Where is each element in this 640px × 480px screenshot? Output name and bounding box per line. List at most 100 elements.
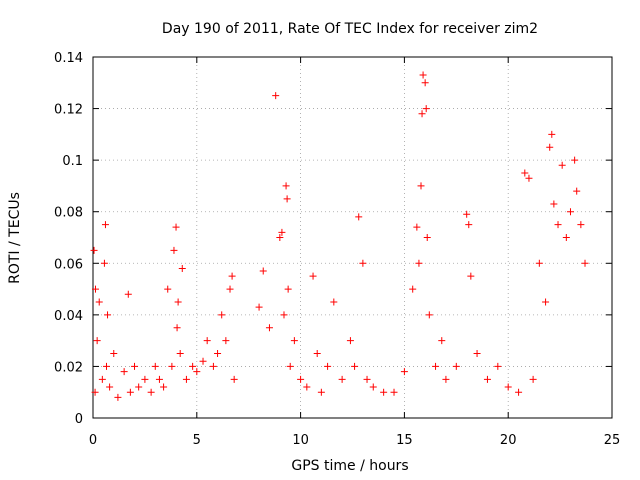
data-point (309, 272, 317, 280)
data-point (442, 375, 450, 383)
data-point (100, 259, 108, 267)
data-point (226, 285, 234, 293)
data-point (147, 388, 155, 396)
data-point (452, 362, 460, 370)
data-point (346, 337, 354, 345)
data-point (438, 337, 446, 345)
data-point (542, 298, 550, 306)
y-tick-label: 0.1 (62, 154, 83, 169)
data-point (465, 221, 473, 229)
data-point (380, 388, 388, 396)
y-tick-label: 0.04 (54, 309, 83, 324)
data-point (272, 92, 280, 100)
data-point (278, 228, 286, 236)
data-point (218, 311, 226, 319)
data-point (131, 362, 139, 370)
data-point (230, 375, 238, 383)
data-point (168, 362, 176, 370)
data-point (104, 311, 112, 319)
data-point (581, 259, 589, 267)
data-point (101, 221, 109, 229)
data-point (93, 337, 101, 345)
data-point (418, 110, 426, 118)
data-point (135, 383, 143, 391)
data-point (550, 200, 558, 208)
data-point (573, 187, 581, 195)
data-point (548, 130, 556, 138)
data-point (209, 362, 217, 370)
x-axis-label: GPS time / hours (291, 458, 408, 474)
data-point (463, 210, 471, 218)
data-point (182, 375, 190, 383)
data-point (415, 259, 423, 267)
y-tick-label: 0 (75, 412, 83, 427)
data-point (423, 234, 431, 241)
data-point (173, 324, 181, 332)
data-point (126, 388, 134, 396)
data-point (259, 267, 267, 275)
y-tick-label: 0.06 (54, 257, 83, 272)
x-tick-label: 10 (292, 433, 309, 448)
data-point (359, 259, 367, 267)
data-point (91, 388, 99, 396)
data-point (355, 213, 363, 221)
data-point (102, 362, 110, 370)
y-axis-label: ROTI / TECUs (7, 192, 23, 284)
x-tick-label: 5 (193, 433, 201, 448)
data-point (203, 337, 211, 345)
data-point (303, 383, 311, 391)
data-point (255, 303, 263, 311)
data-point (338, 375, 346, 383)
chart-title: Day 190 of 2011, Rate Of TEC Index for r… (162, 21, 538, 37)
data-point (525, 174, 533, 182)
data-points (90, 71, 589, 401)
y-tick-label: 0.14 (54, 51, 83, 66)
data-point (554, 221, 562, 229)
x-tick-label: 25 (604, 433, 621, 448)
data-point (535, 259, 543, 267)
y-tick-label: 0.08 (54, 206, 83, 221)
data-point (317, 388, 325, 396)
data-point (199, 357, 207, 365)
data-point (91, 285, 99, 293)
data-point (546, 143, 554, 151)
data-point (189, 362, 197, 370)
data-point (172, 223, 180, 231)
data-point (432, 362, 440, 370)
data-point (110, 350, 118, 358)
data-point (566, 208, 574, 216)
data-point (265, 324, 273, 332)
data-point (419, 71, 427, 79)
data-point (529, 375, 537, 383)
x-tick-label: 0 (89, 433, 97, 448)
data-point (124, 290, 132, 298)
data-point (521, 169, 529, 177)
data-point (483, 375, 491, 383)
data-point (571, 156, 579, 164)
data-point (283, 195, 291, 203)
data-point (413, 223, 421, 231)
x-tick-label: 20 (500, 433, 517, 448)
data-point (363, 375, 371, 383)
data-point (562, 234, 570, 241)
data-point (558, 161, 566, 169)
data-point (286, 362, 294, 370)
data-point (141, 375, 149, 383)
data-point (164, 285, 172, 293)
data-point (280, 311, 288, 319)
data-point (351, 362, 359, 370)
data-point (409, 285, 417, 293)
x-tick-label: 15 (396, 433, 413, 448)
data-point (330, 298, 338, 306)
data-point (504, 383, 512, 391)
y-tick-label: 0.12 (54, 103, 83, 118)
data-point (417, 182, 425, 190)
data-point (425, 311, 433, 319)
data-point (114, 393, 122, 401)
data-point (193, 368, 201, 376)
data-point (422, 105, 430, 113)
data-point (178, 264, 186, 272)
data-point (290, 337, 298, 345)
